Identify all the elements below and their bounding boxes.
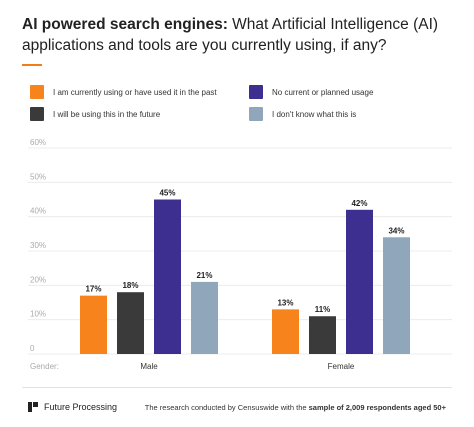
y-tick-label: 10%: [30, 310, 46, 319]
legend-label: I don't know what this is: [272, 109, 357, 119]
bar-value-label: 45%: [159, 189, 175, 198]
bar-chart: 0 10% 20% 30% 40% 50% 60% 17% 18% 45% 21% Male 13% 11…: [28, 138, 452, 371]
bar: [346, 209, 373, 354]
legend-swatch: [249, 107, 263, 121]
bar-value-label: 13%: [277, 298, 293, 307]
legend-item-no-usage: No current or planned usage: [249, 85, 373, 99]
legend-label: I will be using this in the future: [53, 109, 161, 119]
bar: [309, 316, 336, 354]
y-tick-label: 40%: [30, 207, 46, 216]
bar: [117, 292, 144, 354]
y-tick-label: 30%: [30, 241, 46, 250]
brand-name: Future Processing: [44, 402, 118, 412]
bar-value-label: 34%: [388, 226, 404, 235]
bar-value-label: 17%: [85, 285, 101, 294]
legend-item-past-use: I am currently using or have used it in …: [30, 85, 217, 99]
bar-value-label: 11%: [315, 305, 331, 314]
title-accent-line: [22, 64, 42, 66]
bar: [154, 199, 181, 354]
bar: [383, 237, 410, 354]
bar-value-label: 42%: [351, 199, 367, 208]
legend-item-dont-know: I don't know what this is: [249, 107, 356, 121]
y-tick-label: 20%: [30, 275, 46, 284]
bar-value-label: 18%: [122, 281, 138, 290]
y-tick-label: 50%: [30, 172, 46, 181]
title-bold: AI powered search engines:: [22, 16, 228, 33]
brand-mark-icon: [28, 402, 38, 412]
bar-value-label: 21%: [196, 271, 212, 280]
bar: [191, 281, 218, 354]
brand-logo: Future Processing: [28, 402, 117, 412]
bar: [80, 295, 107, 354]
legend-label: I am currently using or have used it in …: [53, 87, 217, 97]
category-label: Male: [140, 362, 158, 371]
category-axis-label: Gender:: [30, 362, 59, 371]
chart-title: AI powered search engines: What Artifici…: [22, 14, 462, 56]
category-label: Female: [328, 362, 355, 371]
bar: [272, 309, 299, 354]
legend-swatch: [30, 85, 44, 99]
legend-swatch: [249, 85, 263, 99]
y-tick-label: 60%: [30, 138, 46, 147]
title-rest: What Artificial Intelligence (AI) applic…: [22, 16, 439, 54]
research-note: The research conducted by Censuswide wit…: [145, 403, 446, 412]
y-tick-label: 0: [30, 344, 35, 353]
legend-swatch: [30, 107, 44, 121]
legend-label: No current or planned usage: [272, 87, 374, 97]
legend-item-future-use: I will be using this in the future: [30, 107, 160, 121]
note-prefix: The research conducted by Censuswide wit…: [144, 403, 309, 412]
footer-divider: [22, 387, 452, 388]
note-sample: sample of 2,009 respondents aged 50+: [308, 403, 446, 412]
